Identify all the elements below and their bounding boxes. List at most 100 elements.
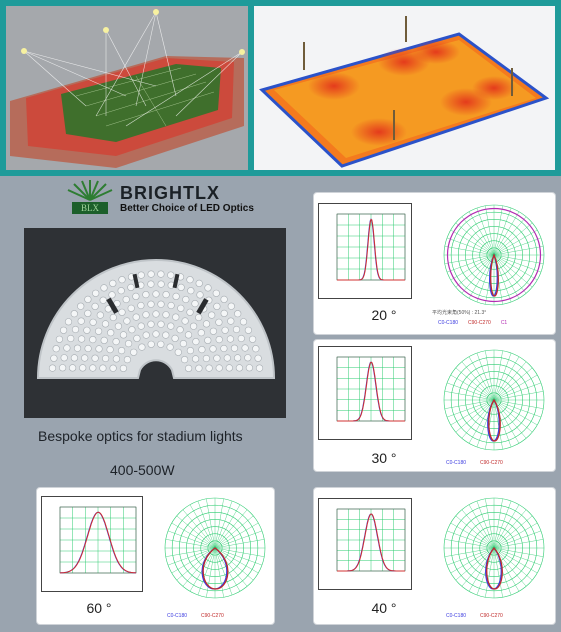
polar-spoke <box>189 504 216 549</box>
plot-frame <box>336 356 406 422</box>
lens-led-dome <box>227 317 235 325</box>
polar-spoke <box>165 547 216 557</box>
lens-led-dome <box>191 299 199 308</box>
polar-legend: C0-C180 C90-C270 <box>446 613 503 619</box>
polar-distribution-chart <box>164 497 266 599</box>
lens-led-dome <box>77 335 86 343</box>
polar-spoke <box>493 350 503 401</box>
polar-spoke <box>493 216 527 256</box>
lens-led-dome <box>196 291 204 299</box>
lens-led-dome <box>182 295 190 304</box>
lens-led-dome <box>220 295 228 303</box>
polar-spoke <box>476 207 495 256</box>
lens-led-dome <box>107 329 115 337</box>
polar-spoke <box>444 399 495 409</box>
series-line-c90 <box>337 513 405 572</box>
lens-led-dome <box>223 354 231 362</box>
polar-spoke <box>444 246 495 256</box>
polar-spoke <box>214 547 265 557</box>
beam-card-20: 20 ° 平均光束角(50%) : 21.3° C0-C180 C90-C270… <box>313 192 556 335</box>
polar-spoke <box>493 352 512 401</box>
lens-led-dome <box>177 283 185 292</box>
lens-led-dome <box>123 356 131 364</box>
polar-spoke <box>461 399 495 439</box>
lens-led-dome <box>147 270 155 278</box>
beam-angle-label: 40 ° <box>371 600 397 616</box>
polar-spoke <box>450 254 495 281</box>
polar-spoke <box>461 216 495 256</box>
lens-led-dome <box>137 271 145 279</box>
lens-led-dome <box>58 364 67 372</box>
polar-spoke <box>455 515 495 549</box>
polar-spoke <box>206 498 216 549</box>
lens-led-dome <box>244 354 252 362</box>
polar-spoke <box>446 547 495 566</box>
polar-spoke <box>476 352 495 401</box>
lens-led-dome <box>162 331 170 339</box>
polar-distribution-chart <box>443 349 545 451</box>
plot-frame <box>336 508 406 572</box>
polar-spoke <box>493 498 503 549</box>
lens-led-dome <box>186 308 194 316</box>
lens-led-dome <box>255 364 264 372</box>
lens-led-dome <box>234 354 242 362</box>
lens-led-dome <box>133 334 141 342</box>
brand-tagline: Better Choice of LED Optics <box>120 203 254 214</box>
lens-led-dome <box>235 364 243 372</box>
polar-spoke <box>214 547 263 566</box>
lens-product-photo <box>24 228 286 418</box>
lens-led-dome <box>186 346 194 355</box>
lens-led-dome <box>205 364 213 372</box>
polar-spoke <box>493 207 512 256</box>
lens-led-dome <box>91 354 99 362</box>
lens-led-dome <box>127 283 135 292</box>
lens-led-dome <box>109 279 117 288</box>
lens-led-dome <box>152 290 160 298</box>
lens-led-dome <box>152 310 160 318</box>
polar-spoke <box>493 211 520 256</box>
polar-legend: C0-C180 C90-C270 C1 <box>438 320 507 326</box>
lens-led-dome <box>48 364 57 372</box>
lens-led-dome <box>177 304 185 312</box>
lens-led-dome <box>184 331 193 339</box>
polar-spoke <box>214 500 233 549</box>
lens-led-dome <box>195 279 203 288</box>
lens-led-dome <box>249 335 257 343</box>
lens-led-dome <box>192 337 200 346</box>
legend-c90: C90-C270 <box>201 613 224 619</box>
polar-spoke <box>468 504 495 549</box>
legend-c0: C0-C180 <box>446 460 467 466</box>
polar-spoke <box>493 509 527 549</box>
polar-spoke <box>468 211 495 256</box>
polar-spoke <box>455 367 495 401</box>
beam-angle-label: 60 ° <box>86 600 112 616</box>
polar-spoke <box>493 391 544 401</box>
polar-spoke <box>444 254 495 264</box>
polar-spoke <box>476 500 495 549</box>
lens-led-dome <box>92 289 100 297</box>
polar-spoke <box>468 356 495 401</box>
intensity-curve-chart <box>41 496 143 592</box>
intensity-curve-chart <box>318 203 412 299</box>
lens-led-dome <box>215 364 223 372</box>
lens-led-dome <box>84 344 92 353</box>
lens-led-dome <box>166 343 174 351</box>
lens-led-dome <box>176 326 184 334</box>
lens-led-dome <box>202 354 210 363</box>
polar-spoke <box>493 539 544 549</box>
polar-spoke <box>493 399 527 439</box>
polar-spoke <box>206 547 216 598</box>
polar-spoke <box>493 254 533 288</box>
polar-spoke <box>444 391 495 401</box>
lens-led-dome <box>157 320 165 328</box>
polar-spoke <box>493 367 533 401</box>
lens-led-dome <box>167 322 175 330</box>
polar-spoke <box>485 350 495 401</box>
polar-legend: C0-C180 C90-C270 <box>446 460 503 466</box>
polar-spoke <box>493 254 527 294</box>
lens-led-dome <box>117 346 126 355</box>
polar-spoke <box>493 246 544 256</box>
polar-spoke <box>446 382 495 401</box>
lens-led-dome <box>94 327 103 335</box>
